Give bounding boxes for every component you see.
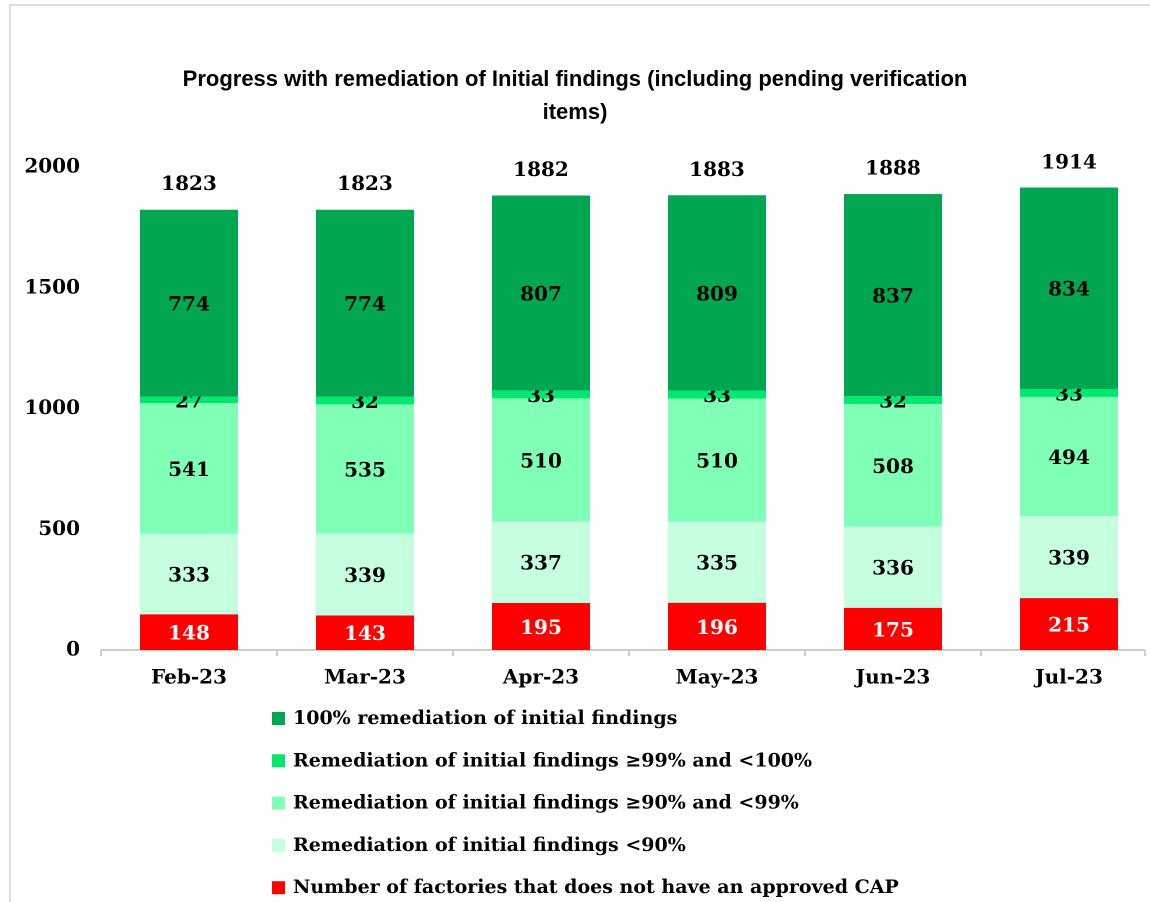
bar-segment xyxy=(140,209,238,397)
legend-swatch xyxy=(272,881,285,895)
bar-segment xyxy=(844,607,942,650)
data-label: 774 xyxy=(344,292,386,316)
bar-segment xyxy=(668,521,766,603)
data-label: 510 xyxy=(520,448,562,472)
total-label: 1883 xyxy=(689,157,745,181)
data-label: 510 xyxy=(696,449,738,473)
y-tick-label: 1500 xyxy=(24,274,80,298)
data-label: 834 xyxy=(1048,277,1090,301)
bar-segment xyxy=(1020,388,1118,397)
bar-segment xyxy=(140,533,238,615)
data-label: 535 xyxy=(344,457,386,481)
legend-swatch xyxy=(272,754,285,768)
bar-segment xyxy=(316,533,414,616)
bar-segment xyxy=(844,194,942,397)
x-tick-label: May-23 xyxy=(676,665,759,689)
data-label: 148 xyxy=(168,621,210,645)
x-tick-label: Jun-23 xyxy=(854,665,931,689)
total-label: 1823 xyxy=(337,171,393,195)
data-label: 215 xyxy=(1048,613,1090,637)
data-label: 837 xyxy=(872,284,914,308)
data-label: 494 xyxy=(1048,445,1090,469)
bar-segment xyxy=(492,390,590,399)
data-label: 196 xyxy=(696,615,738,639)
legend-label: Number of factories that does not have a… xyxy=(293,876,899,898)
bar-segment xyxy=(316,404,414,534)
bar-segment xyxy=(1020,396,1118,517)
total-label: 1882 xyxy=(513,157,569,181)
legend-label: Remediation of initial findings <90% xyxy=(293,834,686,856)
data-label: 195 xyxy=(520,615,562,639)
bar-segment xyxy=(668,398,766,522)
data-label: 809 xyxy=(696,281,738,305)
data-label: 807 xyxy=(520,281,562,305)
bar-segment xyxy=(140,403,238,534)
x-tick-label: Jul-23 xyxy=(1033,665,1103,689)
bar-segment xyxy=(492,602,590,650)
data-label: 333 xyxy=(168,563,210,587)
data-label: 336 xyxy=(872,556,914,580)
bar-segment xyxy=(668,195,766,391)
data-label: 774 xyxy=(168,292,210,316)
y-tick-label: 1000 xyxy=(24,395,80,419)
legend-swatch xyxy=(272,796,285,810)
bar-segment xyxy=(844,403,942,527)
data-label: 175 xyxy=(872,617,914,641)
legend-label: Remediation of initial findings ≥99% and… xyxy=(293,749,812,771)
bar-segment xyxy=(316,396,414,405)
bar-segment xyxy=(492,521,590,603)
data-label: 339 xyxy=(344,563,386,587)
bar-segment xyxy=(140,396,238,404)
data-label: 508 xyxy=(872,454,914,478)
bar-segment xyxy=(1020,516,1118,599)
bar-segment xyxy=(668,390,766,399)
y-tick-label: 0 xyxy=(66,637,80,661)
data-label: 335 xyxy=(696,551,738,575)
x-tick-label: Feb-23 xyxy=(151,665,227,689)
bar-segment xyxy=(844,526,942,608)
bar-segment xyxy=(492,398,590,522)
chart-title: Progress with remediation of Initial fin… xyxy=(182,66,968,124)
legend-label: 100% remediation of initial findings xyxy=(293,707,677,729)
x-tick-label: Apr-23 xyxy=(502,665,579,689)
data-label: 339 xyxy=(1048,546,1090,570)
y-tick-label: 2000 xyxy=(24,154,80,178)
bar-segment xyxy=(316,209,414,397)
bar-segment xyxy=(316,615,414,650)
total-label: 1823 xyxy=(161,171,217,195)
bar-segment xyxy=(1020,598,1118,650)
legend-label: Remediation of initial findings ≥90% and… xyxy=(293,792,799,814)
bar-segment xyxy=(844,396,942,404)
data-label: 143 xyxy=(344,621,386,645)
y-tick-label: 500 xyxy=(38,516,80,540)
frame xyxy=(9,4,1150,902)
legend-swatch xyxy=(272,712,285,725)
bar-segment xyxy=(492,195,590,391)
legend-swatch xyxy=(272,838,285,852)
data-label: 337 xyxy=(520,551,562,575)
bar-segment xyxy=(1020,187,1118,389)
bar-segment xyxy=(140,614,238,650)
total-label: 1888 xyxy=(865,156,921,180)
data-label: 541 xyxy=(168,457,210,481)
total-label: 1914 xyxy=(1041,149,1097,173)
x-tick-label: Mar-23 xyxy=(324,665,406,689)
bar-segment xyxy=(668,602,766,650)
